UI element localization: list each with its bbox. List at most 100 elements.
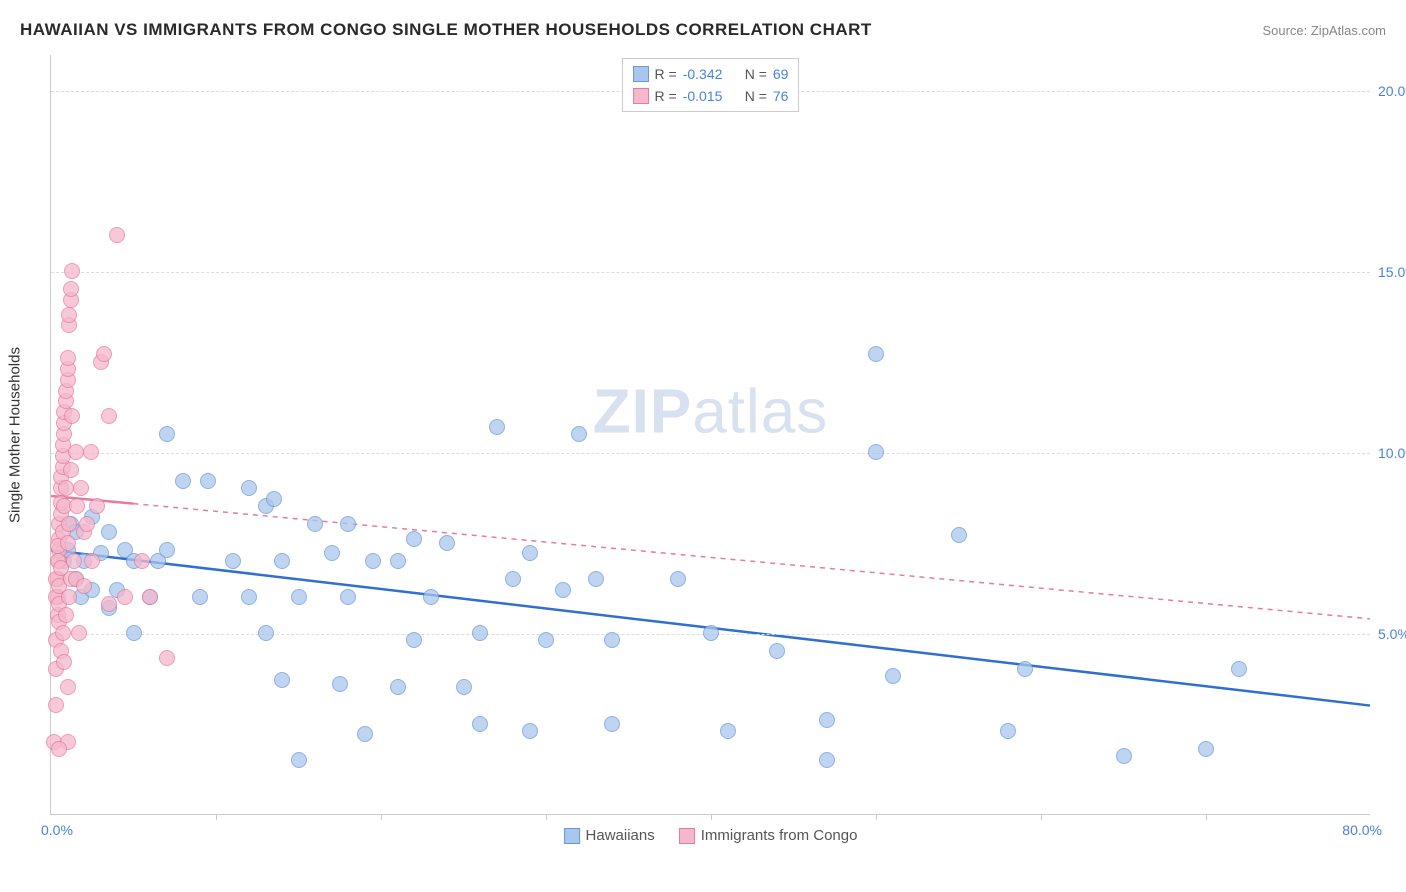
data-point xyxy=(365,553,381,569)
data-point xyxy=(63,462,79,478)
x-origin-label: 0.0% xyxy=(41,822,73,838)
data-point xyxy=(769,643,785,659)
data-point xyxy=(868,444,884,460)
data-point xyxy=(56,654,72,670)
stat-n-label: N = xyxy=(745,85,767,107)
chart-plot-area: Single Mother Households ZIPatlas R =-0.… xyxy=(50,55,1370,815)
data-point xyxy=(538,632,554,648)
data-point xyxy=(274,672,290,688)
data-point xyxy=(522,723,538,739)
data-point xyxy=(274,553,290,569)
x-tick xyxy=(1041,814,1042,820)
data-point xyxy=(357,726,373,742)
data-point xyxy=(588,571,604,587)
data-point xyxy=(472,625,488,641)
series-legend-item: Hawaiians xyxy=(564,827,655,844)
data-point xyxy=(241,480,257,496)
series-legend: Hawaiians Immigrants from Congo xyxy=(564,827,858,844)
data-point xyxy=(58,480,74,496)
data-point xyxy=(101,524,117,540)
data-point xyxy=(489,419,505,435)
data-point xyxy=(79,516,95,532)
watermark: ZIPatlas xyxy=(593,376,828,447)
data-point xyxy=(73,480,89,496)
data-point xyxy=(84,553,100,569)
data-point xyxy=(61,516,77,532)
chart-title: HAWAIIAN VS IMMIGRANTS FROM CONGO SINGLE… xyxy=(20,20,872,40)
y-tick-label: 20.0% xyxy=(1378,83,1406,99)
data-point xyxy=(83,444,99,460)
data-point xyxy=(390,679,406,695)
data-point xyxy=(406,531,422,547)
data-point xyxy=(109,227,125,243)
data-point xyxy=(55,625,71,641)
gridline xyxy=(51,453,1370,454)
data-point xyxy=(241,589,257,605)
data-point xyxy=(48,697,64,713)
series-legend-label: Immigrants from Congo xyxy=(701,827,858,844)
data-point xyxy=(200,473,216,489)
data-point xyxy=(225,553,241,569)
data-point xyxy=(571,426,587,442)
data-point xyxy=(951,527,967,543)
legend-swatch xyxy=(564,828,580,844)
data-point xyxy=(134,553,150,569)
x-tick xyxy=(711,814,712,820)
data-point xyxy=(60,535,76,551)
stat-n-label: N = xyxy=(745,63,767,85)
data-point xyxy=(720,723,736,739)
stat-r-value: -0.342 xyxy=(683,63,739,85)
y-tick-label: 15.0% xyxy=(1378,264,1406,280)
data-point xyxy=(291,589,307,605)
data-point xyxy=(61,589,77,605)
data-point xyxy=(340,589,356,605)
stat-n-value: 69 xyxy=(773,63,789,85)
y-tick-label: 10.0% xyxy=(1378,445,1406,461)
x-tick xyxy=(876,814,877,820)
x-tick xyxy=(381,814,382,820)
x-tick xyxy=(1206,814,1207,820)
y-axis-title: Single Mother Households xyxy=(7,347,24,523)
data-point xyxy=(1231,661,1247,677)
data-point xyxy=(69,498,85,514)
data-point xyxy=(64,263,80,279)
data-point xyxy=(555,582,571,598)
data-point xyxy=(258,625,274,641)
data-point xyxy=(703,625,719,641)
source-label: Source: ZipAtlas.com xyxy=(1262,23,1386,38)
data-point xyxy=(159,650,175,666)
data-point xyxy=(96,346,112,362)
x-tick xyxy=(216,814,217,820)
data-point xyxy=(266,491,282,507)
stat-r-value: -0.015 xyxy=(683,85,739,107)
data-point xyxy=(868,346,884,362)
data-point xyxy=(63,281,79,297)
gridline xyxy=(51,272,1370,273)
stat-r-label: R = xyxy=(655,63,677,85)
data-point xyxy=(142,589,158,605)
data-point xyxy=(522,545,538,561)
data-point xyxy=(670,571,686,587)
data-point xyxy=(819,752,835,768)
data-point xyxy=(58,607,74,623)
data-point xyxy=(159,542,175,558)
stat-r-label: R = xyxy=(655,85,677,107)
data-point xyxy=(604,716,620,732)
stats-legend: R =-0.342N =69R =-0.015N =76 xyxy=(622,58,800,112)
data-point xyxy=(819,712,835,728)
data-point xyxy=(60,679,76,695)
data-point xyxy=(76,578,92,594)
x-max-label: 80.0% xyxy=(1342,822,1382,838)
legend-swatch xyxy=(633,66,649,82)
data-point xyxy=(406,632,422,648)
data-point xyxy=(332,676,348,692)
series-legend-label: Hawaiians xyxy=(586,827,655,844)
watermark-light: atlas xyxy=(692,377,828,446)
data-point xyxy=(472,716,488,732)
data-point xyxy=(1017,661,1033,677)
data-point xyxy=(66,553,82,569)
data-point xyxy=(192,589,208,605)
legend-swatch xyxy=(633,88,649,104)
stats-legend-row: R = -0.342 N = 69 xyxy=(633,63,789,85)
data-point xyxy=(505,571,521,587)
